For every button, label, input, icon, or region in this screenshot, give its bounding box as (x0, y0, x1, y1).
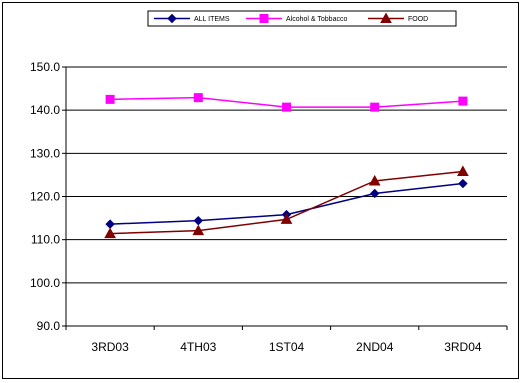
series-food (104, 165, 469, 239)
y-tick-label: 100.0 (30, 276, 60, 290)
data-point (369, 188, 380, 199)
data-point (193, 215, 204, 226)
x-tick-label: 1ST04 (269, 340, 305, 354)
data-point (370, 102, 380, 112)
x-tick-label: 2ND04 (356, 340, 394, 354)
x-tick-label: 3RD04 (444, 340, 482, 354)
y-axis-ticks: 90.0 100.0 110.0 120.0 130.0 140.0 150.0 (30, 60, 66, 333)
series-alcohol-tobbacco (105, 93, 468, 112)
legend-marker (380, 12, 392, 23)
series-lines (104, 93, 469, 239)
x-axis-ticks: 3RD03 4TH03 1ST04 2ND04 3RD04 (65, 326, 508, 354)
data-point (193, 93, 203, 103)
y-tick-label: 150.0 (30, 60, 60, 74)
x-tick-label: 4TH03 (180, 340, 216, 354)
legend-marker (167, 13, 177, 24)
legend-entry: ALL ITEMS (154, 13, 230, 24)
data-point (282, 102, 291, 112)
legend-marker (259, 14, 269, 23)
data-point (457, 165, 469, 176)
y-tick-label: 90.0 (37, 319, 61, 333)
legend-box (147, 10, 457, 27)
data-point (458, 96, 468, 106)
data-point (104, 227, 116, 239)
data-point (105, 94, 115, 104)
x-tick-label: 3RD03 (91, 340, 129, 354)
series-line (110, 170, 463, 235)
data-point (105, 219, 115, 229)
legend-entry: Alcohol & Tobbacco (246, 14, 347, 23)
legend-entry: FOOD (368, 12, 428, 23)
data-point (192, 224, 205, 236)
data-point (458, 178, 468, 189)
data-point (368, 174, 381, 186)
legend-label: FOOD (408, 16, 428, 23)
data-point (280, 213, 293, 224)
legend-label: ALL ITEMS (194, 16, 230, 23)
legend-label: Alcohol & Tobbacco (286, 16, 347, 23)
y-tick-label: 110.0 (31, 233, 60, 247)
y-tick-label: 140.0 (30, 103, 60, 117)
legend: ALL ITEMS Alcohol & Tobbacco FOOD (147, 10, 457, 27)
y-tick-label: 130.0 (30, 146, 60, 160)
chart-frame (2, 2, 519, 379)
y-tick-label: 120.0 (30, 190, 60, 204)
